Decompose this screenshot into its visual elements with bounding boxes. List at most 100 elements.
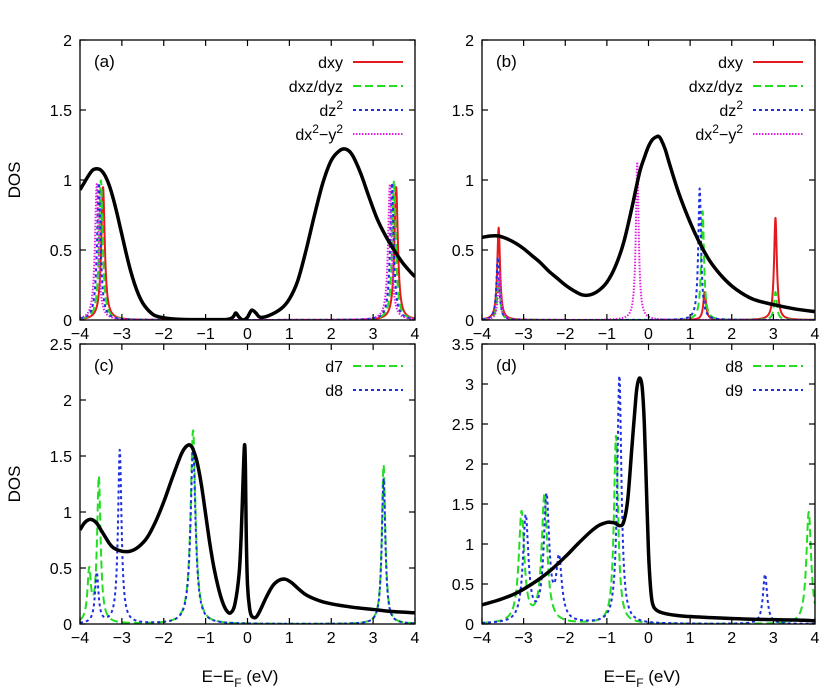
y-tick-label: 1 <box>63 505 72 522</box>
x-tick-label: 2 <box>327 326 336 343</box>
y-tick-label: 3 <box>465 377 474 394</box>
panel-label: (c) <box>94 356 114 375</box>
x-tick-label: −1 <box>598 326 616 343</box>
x-tick-label: 4 <box>811 326 820 343</box>
panel-c: −4 −3 −2 −1 0 1 2 3 4 0 0.5 1 1.5 2 2.5 (c) d7 d8 <box>50 337 420 647</box>
x-tick-label: −4 <box>71 326 89 343</box>
legend-label: dxz/dyz <box>689 79 743 96</box>
x-tick-label: −2 <box>155 630 173 647</box>
x-tick-label: 0 <box>243 630 252 647</box>
x-tick-label: −4 <box>473 630 491 647</box>
y-tick-label: 2.5 <box>452 417 474 434</box>
series-line-blue <box>80 446 415 624</box>
series-line-total <box>80 442 415 620</box>
x-tick-label: −2 <box>556 630 574 647</box>
x-tick-label: 4 <box>411 326 420 343</box>
y-tick-label: 1.5 <box>50 103 72 120</box>
legend-label: d8 <box>725 359 743 376</box>
series-group <box>80 429 415 624</box>
panel-label: (d) <box>496 356 517 375</box>
x-tick-label: −2 <box>556 326 574 343</box>
legend-label: dx2−y2 <box>295 122 343 144</box>
panel-label: (b) <box>496 52 517 71</box>
y-tick-label: 2 <box>465 33 474 50</box>
legend-label: dxy <box>718 55 743 72</box>
x-tick-label: −3 <box>113 630 131 647</box>
x-tick-label: 3 <box>769 326 778 343</box>
series-line-red <box>482 216 815 320</box>
series-group <box>482 134 815 320</box>
series-line-magenta <box>80 183 415 320</box>
y-tick-label: 2 <box>465 457 474 474</box>
plot-frame <box>481 39 816 321</box>
y-tick-label: 1 <box>63 173 72 190</box>
legend-label: dx2−y2 <box>695 122 743 144</box>
x-tick-label: −1 <box>197 630 215 647</box>
xlabel-right: E−EF (eV) <box>604 667 681 690</box>
legend-label: dz2 <box>319 98 343 120</box>
legend-label: d7 <box>325 359 343 376</box>
series-line-total <box>482 376 815 623</box>
x-tick-label: 2 <box>727 326 736 343</box>
x-tick-label: −1 <box>598 630 616 647</box>
series-line-blue <box>80 181 415 320</box>
legend-label: d9 <box>725 383 743 400</box>
y-tick-label: 0 <box>465 313 474 330</box>
x-tick-label: 1 <box>285 326 294 343</box>
y-tick-label: 0.5 <box>452 243 474 260</box>
x-tick-label: −3 <box>113 326 131 343</box>
series-line-magenta <box>482 160 815 320</box>
y-tick-label: 1.5 <box>452 103 474 120</box>
x-tick-label: 0 <box>644 630 653 647</box>
y-tick-label: 1.5 <box>50 449 72 466</box>
x-tick-label: 0 <box>243 326 252 343</box>
x-tick-label: 4 <box>411 630 420 647</box>
y-tick-label: 0 <box>63 313 72 330</box>
series-group <box>80 147 415 320</box>
series-group <box>482 374 815 624</box>
y-tick-label: 1.5 <box>452 497 474 514</box>
y-tick-label: 0.5 <box>50 561 72 578</box>
ylabel-bottom: DOS <box>5 466 24 503</box>
y-tick-label: 3.5 <box>452 337 474 354</box>
x-tick-label: −3 <box>515 630 533 647</box>
x-tick-label: 1 <box>686 326 695 343</box>
x-tick-label: −2 <box>155 326 173 343</box>
x-tick-label: 4 <box>811 630 820 647</box>
y-tick-label: 0 <box>63 617 72 634</box>
panel-b: −4 −3 −2 −1 0 1 2 3 4 0 0.5 1 1.5 2 (b) dxy dxz/dyz dz2dx… <box>452 33 820 343</box>
x-tick-label: 3 <box>769 630 778 647</box>
legend-label: dxz/dyz <box>289 79 343 96</box>
panel-d: −4 −3 −2 −1 0 1 2 3 4 0 0.5 1 1.5 2 2.5 3 3.5 (d) d8 d9 <box>452 337 820 647</box>
x-tick-label: −4 <box>71 630 89 647</box>
y-tick-label: 1 <box>465 173 474 190</box>
x-tick-label: 0 <box>644 326 653 343</box>
series-line-red <box>80 186 415 320</box>
y-tick-label: 2 <box>63 393 72 410</box>
x-tick-label: 2 <box>327 630 336 647</box>
ylabel-top: DOS <box>5 162 24 199</box>
y-tick-label: 1 <box>465 537 474 554</box>
series-line-total <box>80 147 415 320</box>
y-tick-label: 0.5 <box>50 243 72 260</box>
y-tick-label: 0.5 <box>452 577 474 594</box>
x-tick-label: −4 <box>473 326 491 343</box>
x-tick-label: −3 <box>515 326 533 343</box>
x-tick-label: 3 <box>369 630 378 647</box>
legend-label: dxy <box>318 55 343 72</box>
y-tick-label: 0 <box>465 617 474 634</box>
y-tick-label: 2.5 <box>50 337 72 354</box>
x-tick-label: −1 <box>197 326 215 343</box>
x-tick-label: 1 <box>686 630 695 647</box>
panel-label: (a) <box>94 52 115 71</box>
series-line-total <box>482 134 815 314</box>
x-tick-label: 2 <box>727 630 736 647</box>
legend-label: dz2 <box>719 98 743 120</box>
xlabel-left: E−EF (eV) <box>202 667 279 690</box>
x-tick-label: 3 <box>369 326 378 343</box>
y-tick-label: 2 <box>63 33 72 50</box>
series-line-green <box>80 179 415 320</box>
legend-label: d8 <box>325 383 343 400</box>
panel-a: −4 −3 −2 −1 0 1 2 3 4 0 0.5 1 1.5 2 (a) dxy dxz/dyz dz2dx… <box>50 33 420 343</box>
